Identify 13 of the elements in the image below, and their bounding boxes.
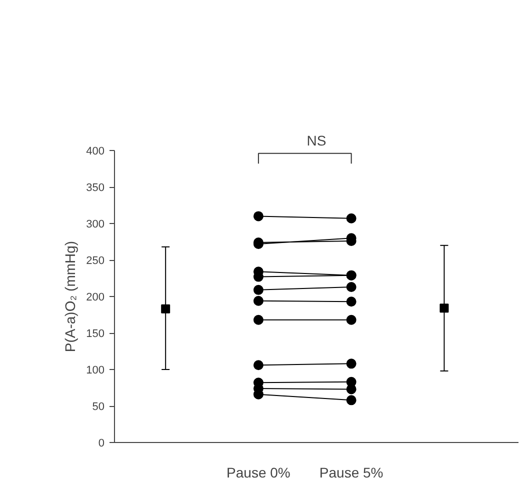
y-tick-label: 250 [86, 255, 105, 267]
y-tick-label: 50 [92, 401, 105, 413]
y-tick-label: 400 [86, 146, 105, 158]
y-tick-label: 200 [86, 292, 105, 304]
y-axis-title: P(A-a)O₂ (mmHg) [62, 240, 78, 352]
x-tick-label: Pause 0% [226, 464, 290, 480]
y-tick-label: 150 [86, 328, 105, 340]
y-tick-label: 100 [86, 364, 105, 376]
y-tick-label: 350 [86, 182, 105, 194]
y-tick-label: 0 [98, 438, 105, 450]
text: NS [306, 132, 326, 148]
x-tick-label: Pause 5% [319, 464, 384, 480]
y-tick-label: 300 [86, 218, 105, 230]
